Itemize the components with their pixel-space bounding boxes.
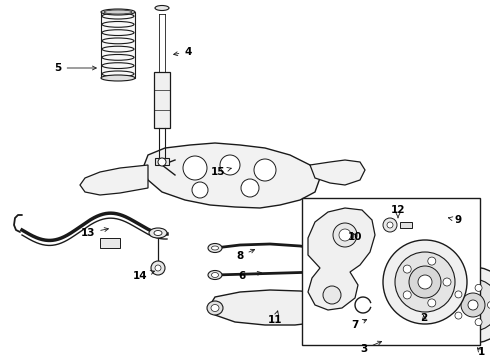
Ellipse shape bbox=[154, 230, 162, 235]
Ellipse shape bbox=[155, 5, 169, 10]
Text: 15: 15 bbox=[211, 167, 231, 177]
Circle shape bbox=[395, 252, 455, 312]
Circle shape bbox=[254, 159, 276, 181]
Bar bbox=[100, 238, 120, 248]
Ellipse shape bbox=[336, 305, 344, 311]
Text: 6: 6 bbox=[238, 271, 261, 281]
Circle shape bbox=[461, 293, 485, 317]
Bar bbox=[155, 158, 169, 165]
Ellipse shape bbox=[212, 273, 219, 278]
Bar bbox=[400, 222, 412, 228]
Ellipse shape bbox=[439, 211, 451, 219]
Text: 4: 4 bbox=[173, 47, 192, 57]
Ellipse shape bbox=[318, 246, 332, 255]
Circle shape bbox=[418, 275, 432, 289]
Text: 1: 1 bbox=[477, 347, 485, 357]
Circle shape bbox=[339, 229, 351, 241]
Circle shape bbox=[455, 312, 462, 319]
Ellipse shape bbox=[211, 305, 219, 311]
Circle shape bbox=[475, 284, 482, 291]
Circle shape bbox=[158, 158, 166, 166]
Circle shape bbox=[455, 291, 462, 298]
Text: 12: 12 bbox=[391, 205, 405, 218]
Ellipse shape bbox=[394, 223, 401, 227]
Text: 7: 7 bbox=[351, 319, 367, 330]
Circle shape bbox=[443, 278, 451, 286]
Circle shape bbox=[475, 319, 482, 325]
Ellipse shape bbox=[101, 9, 135, 15]
Circle shape bbox=[383, 218, 397, 232]
Circle shape bbox=[403, 291, 411, 299]
Ellipse shape bbox=[149, 228, 167, 238]
Text: 5: 5 bbox=[54, 63, 97, 73]
Bar bbox=[302, 198, 480, 345]
Ellipse shape bbox=[393, 220, 407, 230]
Bar bbox=[101, 12, 135, 78]
Circle shape bbox=[468, 300, 478, 310]
Circle shape bbox=[220, 155, 240, 175]
Polygon shape bbox=[143, 143, 320, 208]
Ellipse shape bbox=[212, 246, 219, 250]
Circle shape bbox=[403, 265, 411, 273]
Text: 3: 3 bbox=[360, 341, 382, 354]
Circle shape bbox=[428, 257, 436, 265]
Circle shape bbox=[151, 261, 165, 275]
Circle shape bbox=[155, 265, 161, 271]
Polygon shape bbox=[308, 208, 375, 310]
Text: 11: 11 bbox=[268, 311, 282, 325]
Circle shape bbox=[447, 279, 490, 331]
Text: 9: 9 bbox=[448, 215, 462, 225]
Ellipse shape bbox=[101, 75, 135, 81]
Ellipse shape bbox=[208, 270, 222, 279]
Circle shape bbox=[323, 286, 341, 304]
Circle shape bbox=[488, 302, 490, 309]
Ellipse shape bbox=[392, 221, 405, 229]
Polygon shape bbox=[310, 160, 365, 185]
Ellipse shape bbox=[315, 228, 321, 233]
Text: 14: 14 bbox=[133, 271, 154, 281]
Circle shape bbox=[241, 179, 259, 197]
Bar bbox=[154, 72, 170, 128]
Ellipse shape bbox=[208, 243, 222, 252]
Polygon shape bbox=[80, 165, 148, 195]
Circle shape bbox=[428, 299, 436, 307]
Ellipse shape bbox=[104, 10, 132, 14]
Ellipse shape bbox=[332, 301, 348, 315]
Ellipse shape bbox=[441, 213, 448, 217]
Text: 2: 2 bbox=[420, 313, 428, 323]
Circle shape bbox=[383, 240, 467, 324]
Circle shape bbox=[333, 223, 357, 247]
Text: 13: 13 bbox=[81, 228, 108, 238]
Circle shape bbox=[435, 267, 490, 343]
Text: 10: 10 bbox=[348, 232, 362, 242]
Ellipse shape bbox=[315, 270, 321, 275]
Ellipse shape bbox=[207, 301, 223, 315]
Circle shape bbox=[387, 222, 393, 228]
Polygon shape bbox=[210, 290, 345, 325]
Circle shape bbox=[409, 266, 441, 298]
Text: 8: 8 bbox=[236, 249, 255, 261]
Circle shape bbox=[192, 182, 208, 198]
Ellipse shape bbox=[311, 267, 325, 276]
Ellipse shape bbox=[311, 225, 325, 234]
Ellipse shape bbox=[396, 222, 403, 228]
Circle shape bbox=[183, 156, 207, 180]
Ellipse shape bbox=[321, 248, 328, 252]
